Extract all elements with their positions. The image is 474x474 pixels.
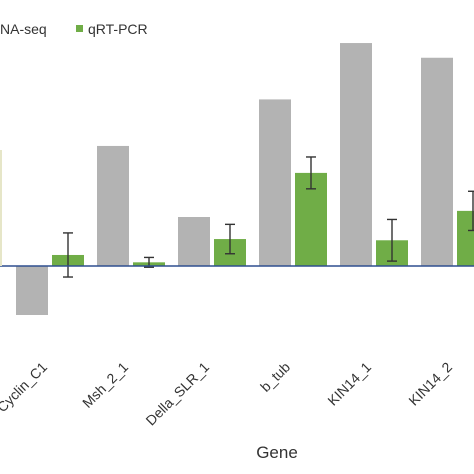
category-label-cyclin_c1: Cyclin_C1 xyxy=(0,359,50,416)
category-labels-layer: Cyclin_C1 Msh_2_1 Della_SLR_1 b_tub KIN14_1 K… xyxy=(0,359,455,429)
legend-label-qrt-pcr: qRT-PCR xyxy=(88,21,148,37)
legend-label-rna-seq: NA-seq xyxy=(0,21,47,37)
legend: NA-seq qRT-PCR xyxy=(0,21,148,37)
bar-rna-seq-kin14_2 xyxy=(421,57,453,266)
category-label-b_tub: b_tub xyxy=(257,359,293,395)
category-label-kin14_1: KIN14_1 xyxy=(324,359,374,409)
error-bar-kin14_1 xyxy=(387,218,397,262)
bar-rna-seq-msh_2_1 xyxy=(97,145,129,266)
bar-rna-seq-cyclin_c1 xyxy=(16,266,48,315)
bar-qrt-pcr-kin14_2 xyxy=(457,210,474,266)
error-bar-cyclin_c1 xyxy=(63,232,73,278)
legend-swatch-qrt-pcr xyxy=(76,25,83,32)
bar-rna-seq-kin14_1 xyxy=(340,43,372,266)
category-label-della_slr_1: Della_SLR_1 xyxy=(142,359,212,429)
category-label-kin14_2: KIN14_2 xyxy=(405,359,455,409)
x-axis-title: Gene xyxy=(256,443,298,462)
error-bar-della_slr_1 xyxy=(225,223,235,255)
error-bar-b_tub xyxy=(306,156,316,190)
category-label-msh_2_1: Msh_2_1 xyxy=(79,359,131,411)
error-bar-kin14_2 xyxy=(468,190,474,232)
bar-rna-seq-b_tub xyxy=(259,99,291,267)
bars-layer xyxy=(16,43,474,315)
bar-rna-seq-della_slr_1 xyxy=(178,217,210,266)
